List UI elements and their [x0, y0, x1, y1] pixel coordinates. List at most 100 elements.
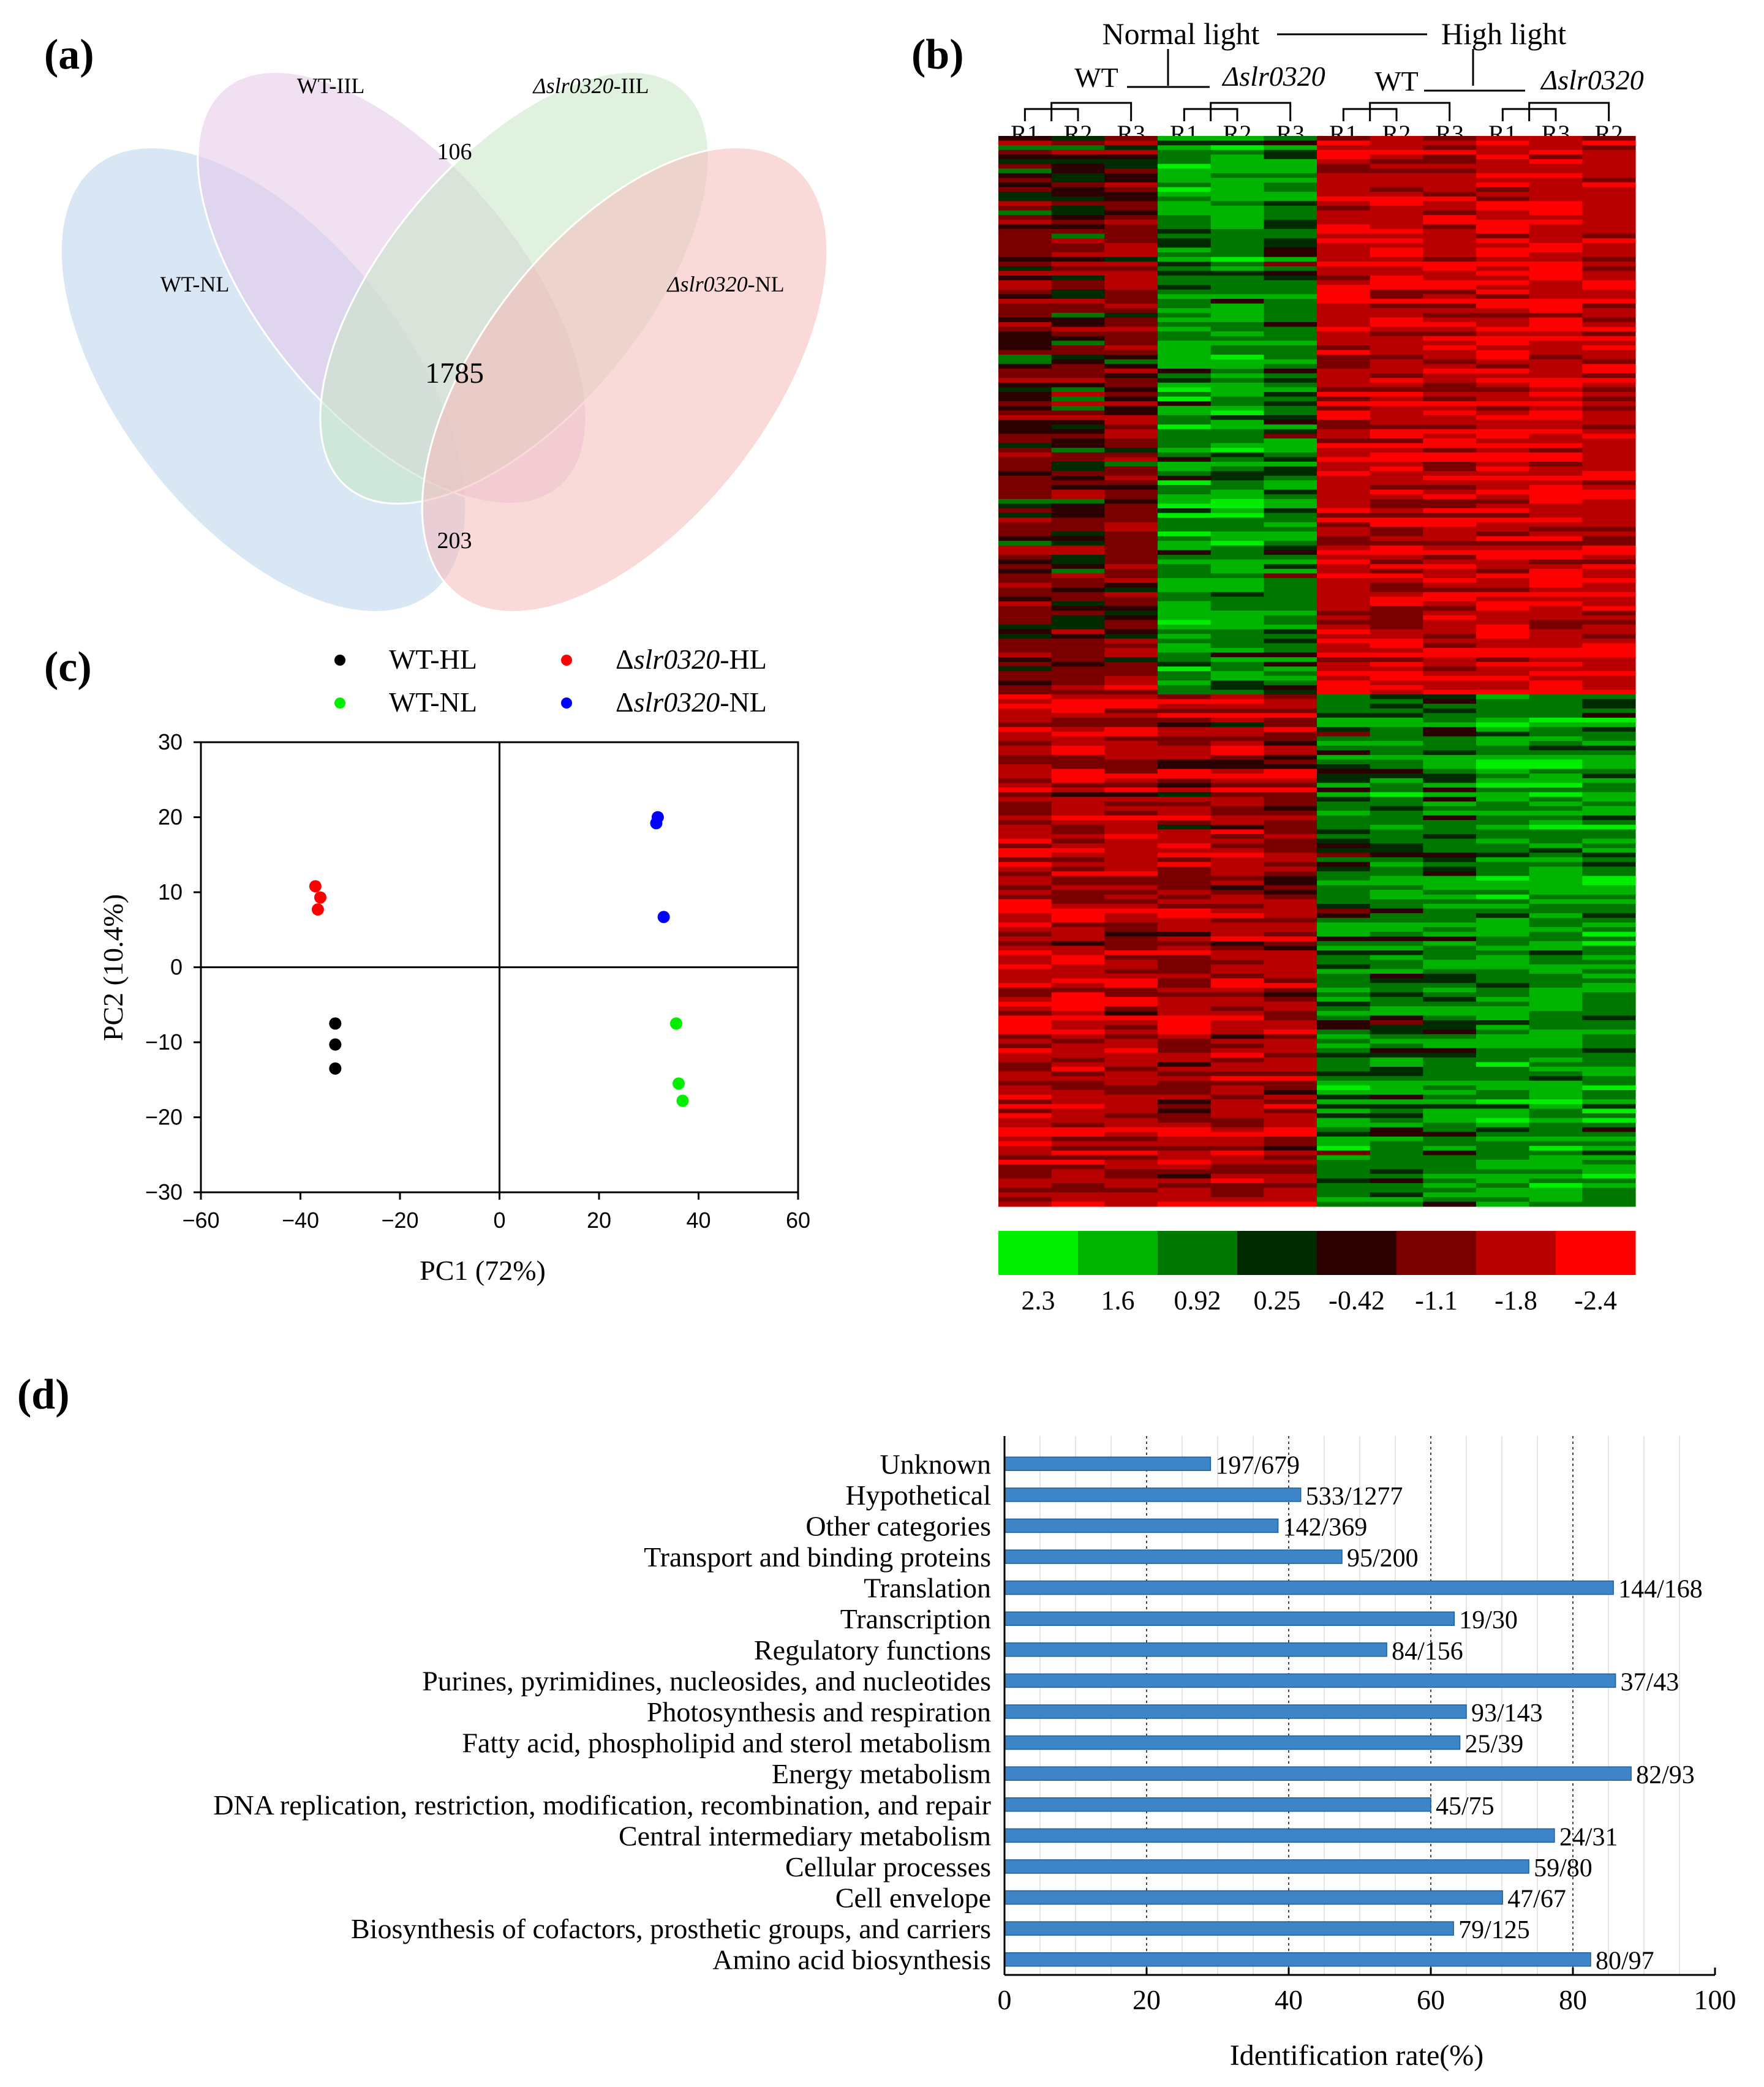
heatmap-cell: [1264, 164, 1317, 169]
heatmap-cell: [1051, 224, 1105, 230]
heatmap-cell: [1104, 145, 1158, 151]
heatmap-cell: [1476, 769, 1530, 774]
venn-label-mut-iil: Δslr0320-IIL: [532, 73, 649, 98]
pca-y-tick-label: −30: [145, 1179, 183, 1205]
heatmap-cell: [1104, 410, 1158, 416]
heatmap-cell: [1370, 1062, 1423, 1067]
heatmap-cell: [1582, 829, 1636, 835]
heatmap-cell: [1476, 424, 1530, 430]
heatmap-cell: [1582, 224, 1636, 230]
heatmap-cell: [1317, 522, 1371, 527]
heatmap-cell: [1051, 378, 1105, 383]
heatmap-cell: [1529, 229, 1583, 235]
heatmap-cell: [1317, 1090, 1371, 1096]
heatmap-cell: [1104, 913, 1158, 919]
heatmap-cell: [1423, 257, 1477, 262]
heatmap-cell: [1370, 201, 1423, 206]
heatmap-cell: [1423, 503, 1477, 509]
heatmap-cell: [1210, 378, 1264, 383]
heatmap-cell: [1104, 992, 1158, 998]
heatmap-cell: [998, 1067, 1052, 1072]
heatmap-color-legend: 2.3 1.6 0.92 0.25 -0.42 -1.1 -1.8 -2.4: [998, 1231, 1636, 1315]
heatmap-cell: [1051, 741, 1105, 746]
heatmap-cell: [1210, 1010, 1264, 1016]
heatmap-cell: [998, 387, 1052, 393]
heatmap-cell: [1210, 201, 1264, 206]
heatmap-cell: [1104, 206, 1158, 211]
heatmap-cell: [1529, 1169, 1583, 1175]
heatmap-cell: [1476, 685, 1530, 690]
heatmap-cell: [1317, 648, 1371, 653]
heatmap-cell: [1370, 192, 1423, 197]
heatmap-cell: [998, 704, 1052, 709]
heatmap-cell: [1104, 1178, 1158, 1184]
heatmap-cell: [1210, 494, 1264, 500]
heatmap-cell: [1210, 838, 1264, 844]
heatmap-cell: [998, 369, 1052, 374]
heatmap-cell: [1051, 731, 1105, 737]
heatmap-cell: [1476, 1094, 1530, 1100]
heatmap-cell: [1264, 592, 1317, 597]
heatmap-cell: [1529, 666, 1583, 672]
heatmap-cell: [1370, 1132, 1423, 1137]
heatmap-cell: [1529, 792, 1583, 797]
heatmap-cell: [1423, 675, 1477, 681]
heatmap-cell: [998, 498, 1052, 504]
heatmap-cell: [1264, 550, 1317, 555]
heatmap-cell: [1370, 946, 1423, 951]
heatmap-cell: [1158, 596, 1212, 602]
heatmap-cell: [1051, 522, 1105, 527]
heatmap-cell: [1158, 881, 1212, 886]
heatmap-cell: [1582, 1080, 1636, 1086]
heatmap-cell: [1582, 448, 1636, 453]
heatmap-cell: [1582, 559, 1636, 565]
heatmap-cell: [998, 555, 1052, 560]
heatmap-cell: [1370, 243, 1423, 248]
heatmap-cell: [1158, 238, 1212, 244]
heatmap-cell: [1370, 811, 1423, 816]
heatmap-cell: [1529, 727, 1583, 732]
heatmap-cell: [1104, 890, 1158, 895]
heatmap-cell: [1529, 489, 1583, 495]
heatmap-cell: [1210, 894, 1264, 900]
heatmap-cell: [1423, 797, 1477, 802]
heatmap-cell: [1582, 182, 1636, 188]
heatmap-cell: [1529, 522, 1583, 527]
heatmap-cell: [998, 196, 1052, 201]
heatmap-cell: [998, 154, 1052, 160]
heatmap-cell: [1210, 629, 1264, 634]
heatmap-cell: [1529, 838, 1583, 844]
heatmap-cell: [1423, 387, 1477, 393]
heatmap-cell: [1582, 1132, 1636, 1137]
heatmap-cell: [1423, 192, 1477, 197]
heatmap-cell: [1529, 843, 1583, 849]
heatmap-cell: [1529, 675, 1583, 681]
heatmap-cell: [1051, 857, 1105, 863]
heatmap-cell: [1582, 811, 1636, 816]
heatmap-cell: [1317, 489, 1371, 495]
heatmap-cell: [1210, 741, 1264, 746]
heatmap-cell: [1423, 438, 1477, 444]
heatmap-cell: [1210, 308, 1264, 314]
heatmap-cell: [1317, 829, 1371, 835]
heatmap-cell: [1529, 219, 1583, 225]
heatmap-cell: [1104, 182, 1158, 188]
bar-value-label: 197/679: [1215, 1451, 1300, 1480]
heatmap-cell: [1317, 964, 1371, 969]
heatmap-cell: [1317, 885, 1371, 890]
heatmap-cell: [1582, 1155, 1636, 1160]
bar: [1004, 1611, 1455, 1626]
heatmap-cell: [1476, 615, 1530, 620]
heatmap-cell: [1264, 1067, 1317, 1072]
heatmap-cell: [1582, 1146, 1636, 1151]
heatmap-cell: [1051, 369, 1105, 374]
dendrogram-branch: [1210, 102, 1292, 121]
heatmap-cell: [1370, 745, 1423, 751]
heatmap-cell: [1158, 685, 1212, 690]
heatmap-cell: [1104, 997, 1158, 1002]
heatmap-cell: [1264, 247, 1317, 253]
heatmap-cell: [1104, 811, 1158, 816]
heatmap-cell: [1370, 1090, 1423, 1096]
heatmap-cell: [1529, 820, 1583, 825]
heatmap-cell: [998, 927, 1052, 933]
